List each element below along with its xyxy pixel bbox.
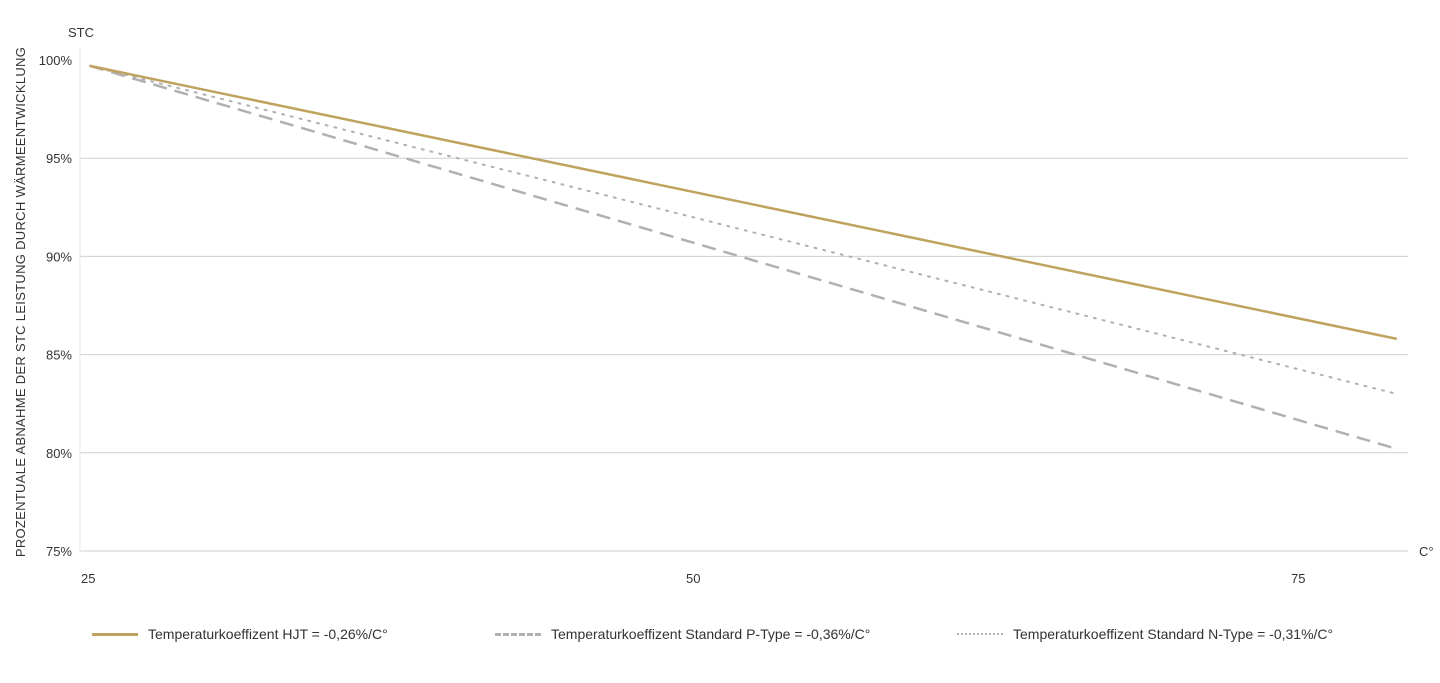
y-tick-label: 85% — [46, 348, 72, 363]
y-tick-label: 95% — [46, 151, 72, 166]
x-unit-label: C° — [1419, 544, 1434, 559]
series-line-solid — [89, 64, 1398, 341]
legend-label-n-type: Temperaturkoeffizent Standard N-Type = -… — [1013, 626, 1334, 642]
legend-label-hjt: Temperaturkoeffizent HJT = -0,26%/C° — [148, 626, 388, 642]
legend-swatch-dotted — [957, 633, 1003, 635]
grid-lines — [79, 48, 1408, 552]
x-tick-label: 25 — [81, 571, 95, 586]
y-axis-title: PROZENTUALE ABNAHME DER STC LEISTUNG DUR… — [13, 47, 28, 557]
legend-item-p-type: Temperaturkoeffizent Standard P-Type = -… — [495, 622, 870, 646]
x-tick-labels: 25 50 75 — [81, 571, 1305, 586]
y-tick-label: 90% — [46, 249, 72, 264]
y-tick-labels: 100% 95% 90% 85% 80% 75% — [39, 53, 73, 559]
y-tick-label: 75% — [46, 544, 72, 559]
legend-swatch-solid — [92, 632, 138, 636]
y-unit-label: STC — [68, 25, 94, 40]
legend-swatch-dashed — [495, 632, 541, 636]
series-lines — [89, 64, 1398, 451]
y-tick-label: 100% — [39, 53, 73, 68]
series-line-dashed — [89, 64, 1398, 451]
line-chart: 100% 95% 90% 85% 80% 75% 25 50 75 STC C° PROZEN… — [13, 25, 1434, 586]
legend-label-p-type: Temperaturkoeffizent Standard P-Type = -… — [551, 626, 871, 642]
legend-item-n-type: Temperaturkoeffizent Standard N-Type = -… — [957, 622, 1333, 646]
y-tick-label: 80% — [46, 446, 72, 461]
x-tick-label: 50 — [686, 571, 700, 586]
x-tick-label: 75 — [1291, 571, 1305, 586]
series-line-dotted — [89, 64, 1398, 395]
legend-item-hjt: Temperaturkoeffizent HJT = -0,26%/C° — [92, 622, 388, 646]
legend: Temperaturkoeffizent HJT = -0,26%/C° Tem… — [0, 622, 1440, 646]
